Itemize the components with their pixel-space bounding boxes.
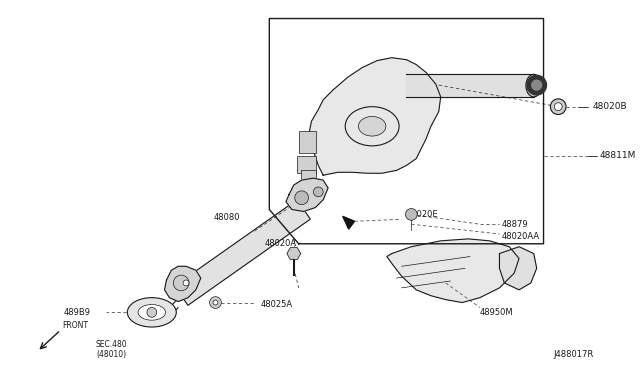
Polygon shape <box>387 239 519 302</box>
Polygon shape <box>406 74 534 97</box>
Text: 48020AA: 48020AA <box>501 232 540 241</box>
Bar <box>299 131 316 153</box>
Ellipse shape <box>138 305 166 320</box>
Text: 48020E: 48020E <box>406 210 438 219</box>
Text: 48080: 48080 <box>214 213 240 222</box>
Text: 48025A: 48025A <box>260 300 292 309</box>
Polygon shape <box>287 248 301 260</box>
Text: 48811M: 48811M <box>600 151 636 160</box>
Ellipse shape <box>358 116 386 136</box>
Text: FRONT: FRONT <box>63 321 89 330</box>
Circle shape <box>213 300 218 305</box>
Text: J488017R: J488017R <box>554 350 593 359</box>
Bar <box>297 155 316 173</box>
Polygon shape <box>499 247 537 290</box>
Ellipse shape <box>526 74 541 97</box>
Polygon shape <box>308 58 441 175</box>
Circle shape <box>550 99 566 115</box>
Circle shape <box>532 80 541 90</box>
Circle shape <box>314 187 323 197</box>
Text: 48020B: 48020B <box>593 102 627 111</box>
Polygon shape <box>175 200 310 305</box>
Text: 48879: 48879 <box>501 220 528 229</box>
Polygon shape <box>343 217 355 229</box>
Circle shape <box>183 280 189 286</box>
Circle shape <box>554 103 562 110</box>
Circle shape <box>209 296 221 308</box>
Circle shape <box>147 307 157 317</box>
Text: 48020A: 48020A <box>264 239 296 248</box>
Text: SEC.480: SEC.480 <box>96 340 127 349</box>
Text: 48950M: 48950M <box>480 308 513 317</box>
Circle shape <box>295 191 308 205</box>
Text: 489B9: 489B9 <box>63 308 91 317</box>
Ellipse shape <box>127 298 176 327</box>
Circle shape <box>527 76 547 95</box>
Circle shape <box>173 275 189 291</box>
Polygon shape <box>164 266 201 302</box>
Bar <box>301 170 316 184</box>
Text: (48010): (48010) <box>96 350 126 359</box>
Circle shape <box>406 209 417 220</box>
Polygon shape <box>286 178 328 211</box>
